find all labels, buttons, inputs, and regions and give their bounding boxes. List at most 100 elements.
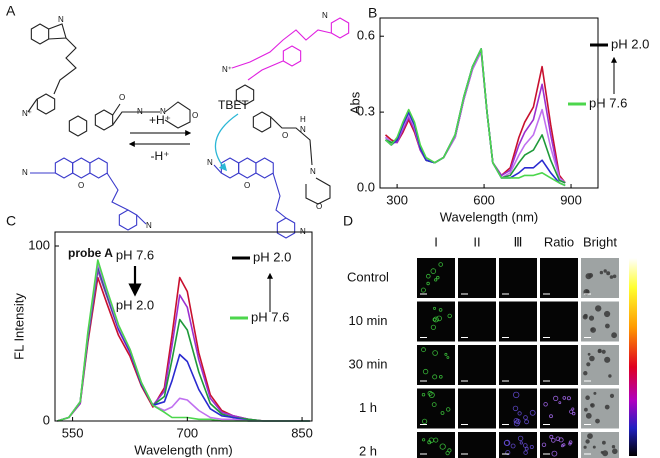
atom: O	[316, 202, 322, 211]
cell-spot	[588, 272, 594, 278]
cell-spot	[438, 262, 444, 267]
cell-spot	[585, 395, 590, 401]
cell-spot	[505, 450, 511, 456]
y-tick-label: 0.3	[357, 104, 375, 119]
cell-spot	[432, 374, 438, 380]
right-molecule-top	[231, 17, 350, 81]
cell-spot	[593, 391, 597, 395]
atom: O	[119, 93, 125, 102]
forward-label: +H⁺	[149, 113, 171, 127]
cell-spot	[433, 437, 439, 443]
series-line	[384, 48, 566, 187]
cell-spot	[585, 412, 592, 419]
cell-spot	[436, 275, 440, 280]
y-axis-label: Abs	[347, 91, 362, 114]
cell-spot	[432, 350, 438, 356]
cell-spot	[434, 278, 438, 282]
cell-spot	[562, 396, 567, 400]
plot-frame	[379, 17, 599, 189]
row-label: 30 min	[348, 356, 387, 371]
cell-spot	[602, 450, 609, 457]
image-cell	[458, 388, 496, 429]
cell-spot	[524, 419, 529, 425]
cell-spot	[519, 441, 523, 445]
cell-spot	[583, 445, 587, 449]
y-tick-label: 0.0	[357, 179, 375, 194]
cell-spot	[421, 438, 426, 442]
cell-spot	[572, 411, 576, 416]
image-cell	[540, 301, 578, 342]
cell-spot	[551, 450, 558, 457]
y-tick-label: 0	[43, 412, 50, 427]
backward-label: -H⁺	[151, 149, 170, 163]
column-header: Ratio	[544, 234, 574, 249]
cell-spot	[599, 270, 604, 275]
cell-spot	[584, 407, 588, 412]
legend-label: pH 2.0	[611, 36, 649, 51]
image-cell	[417, 388, 455, 429]
cell-spot	[569, 409, 574, 414]
cell-spot	[550, 438, 556, 443]
image-cell	[417, 301, 455, 342]
cell-spot	[446, 407, 451, 412]
cell-spot	[513, 420, 520, 427]
image-cell	[458, 301, 496, 342]
atom: N	[322, 11, 328, 20]
cell-spot	[438, 374, 443, 379]
image-cell	[417, 258, 455, 298]
series-line	[57, 262, 310, 422]
cell-spot	[586, 362, 591, 367]
x-axis-label: Wavelength (nm)	[440, 209, 539, 224]
atom: O	[244, 181, 250, 190]
cell-spot	[600, 450, 604, 454]
atom: N	[300, 125, 306, 134]
cell-spot	[597, 349, 602, 354]
cell-spot	[422, 368, 429, 375]
cell-spot	[522, 443, 528, 448]
cell-spot	[553, 395, 559, 401]
cell-spot	[446, 356, 450, 359]
panel-label: A	[6, 3, 16, 19]
legend-label: pH 7.6	[251, 309, 289, 324]
cell-spot	[549, 414, 553, 419]
cell-spot	[430, 268, 437, 274]
atom: O	[192, 111, 198, 120]
panel-label: B	[368, 5, 377, 21]
cell-spot	[587, 433, 593, 440]
cell-spot	[588, 315, 595, 321]
cell-spot	[566, 396, 571, 401]
cell-spot	[601, 349, 606, 354]
cell-spot	[512, 405, 519, 412]
cell-spot	[604, 404, 610, 410]
series-line	[57, 264, 310, 422]
cell-spot	[603, 310, 611, 318]
cell-spot	[590, 403, 594, 407]
cell-spot	[440, 411, 445, 415]
panel-label: C	[6, 213, 16, 229]
column-header: Ⅲ	[514, 234, 523, 249]
cell-spot	[447, 313, 452, 319]
cell-spot	[611, 445, 616, 449]
cell-spot	[436, 315, 442, 322]
cell-spot	[590, 327, 596, 333]
cell-spot	[421, 393, 426, 397]
cell-spot	[609, 393, 615, 398]
cell-spot	[582, 314, 588, 320]
right-phenyl	[235, 84, 331, 205]
cell-spot	[529, 409, 536, 416]
panel-label: D	[343, 213, 353, 229]
cell-spot	[439, 443, 446, 450]
row-label: 2 h	[359, 443, 377, 458]
cell-spot	[438, 308, 443, 312]
cell-spot	[595, 305, 602, 312]
x-tick-label: 600	[473, 192, 495, 207]
x-tick-label: 900	[560, 192, 582, 207]
cell-spot	[587, 352, 591, 356]
cell-spot	[517, 435, 524, 442]
cell-spot	[420, 287, 426, 293]
cell-spot	[558, 401, 562, 405]
cell-spot	[562, 443, 566, 447]
x-tick-label: 300	[386, 192, 408, 207]
column-header: I	[434, 234, 438, 249]
